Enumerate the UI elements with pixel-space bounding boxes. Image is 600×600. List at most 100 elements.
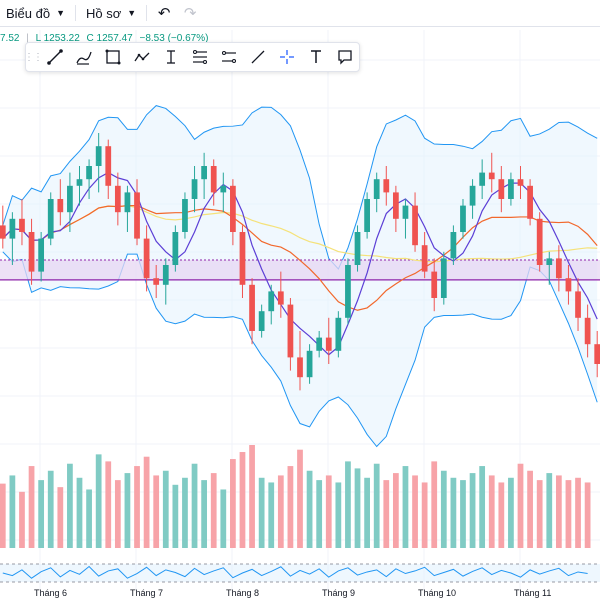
candle-body xyxy=(28,232,35,272)
volume-bar xyxy=(392,473,399,548)
chart-menu-button[interactable]: Biểu đồ ▼ xyxy=(0,2,71,24)
volume-bar xyxy=(249,445,255,548)
candle-body xyxy=(124,192,131,213)
text-cursor-icon[interactable] xyxy=(156,44,185,70)
candle-body xyxy=(76,179,83,186)
toolbar-divider xyxy=(75,5,77,21)
time-axis[interactable]: Tháng 6 Tháng 7 Tháng 8 Tháng 9 Tháng 10 Thán… xyxy=(0,588,600,600)
drawing-toolbar: ⋮⋮ xyxy=(24,42,360,72)
candle-body xyxy=(555,258,562,279)
profile-menu-label: Hồ sơ xyxy=(86,5,122,21)
volume-bar xyxy=(479,466,486,548)
candle-body xyxy=(57,199,64,213)
time-axis-label: Tháng 10 xyxy=(418,588,457,598)
volume-bar xyxy=(182,477,188,548)
volume-bar xyxy=(134,466,140,548)
candle-body xyxy=(297,357,303,378)
candle-body xyxy=(383,179,390,193)
volume-bar xyxy=(431,461,438,548)
candle-body xyxy=(191,179,198,199)
candle-body xyxy=(114,185,121,213)
candle-body xyxy=(0,225,6,239)
candle-body xyxy=(9,218,16,239)
ray-icon[interactable] xyxy=(243,44,272,70)
candle-body xyxy=(239,232,246,285)
candle-body xyxy=(325,337,332,351)
candle-body xyxy=(345,265,351,318)
volume-bar xyxy=(86,489,92,548)
parallel-channel-icon[interactable] xyxy=(214,44,243,70)
candle-body xyxy=(440,258,447,298)
time-axis-label: Tháng 9 xyxy=(322,588,356,598)
candle-body xyxy=(134,192,140,239)
volume-bar xyxy=(28,466,35,548)
candle-body xyxy=(258,311,265,331)
volume-bar xyxy=(258,477,265,548)
candle-body xyxy=(38,238,45,272)
candle-body xyxy=(153,278,160,285)
candle-body xyxy=(527,185,533,219)
candle-body xyxy=(517,179,524,186)
volume-bar xyxy=(325,475,332,548)
ohlc-legend: 7.52 | L 1253.22 C 1257.47 −8.53 (−0.67%… xyxy=(0,33,212,44)
toolbar-divider xyxy=(146,5,148,21)
text-icon[interactable] xyxy=(301,44,330,70)
volume-bar xyxy=(421,482,428,548)
candle-body xyxy=(67,185,73,213)
volume-bar xyxy=(0,483,6,548)
brush-icon[interactable] xyxy=(69,44,98,70)
candle-body xyxy=(172,232,179,265)
chevron-down-icon: ▼ xyxy=(127,8,137,18)
volume-bar xyxy=(76,477,83,548)
callout-icon[interactable] xyxy=(330,44,359,70)
volume-bar xyxy=(345,461,351,548)
volume-bar xyxy=(268,482,275,548)
volume-bar xyxy=(191,463,198,548)
candle-body xyxy=(460,205,466,232)
volume-bar xyxy=(373,463,380,548)
legend-close: C 1257.47 xyxy=(86,33,133,44)
volume-bar xyxy=(114,480,121,548)
trend-line-icon[interactable] xyxy=(40,44,69,70)
volume-bar xyxy=(508,477,514,548)
candle-body xyxy=(162,265,169,285)
volume-bar xyxy=(450,477,457,548)
profile-menu-button[interactable]: Hồ sơ ▼ xyxy=(80,2,142,24)
candle-body xyxy=(277,291,284,305)
volume-bar xyxy=(383,480,390,548)
drag-handle-icon[interactable]: ⋮⋮ xyxy=(24,51,43,63)
candle-body xyxy=(354,232,361,265)
volume-bar xyxy=(239,452,246,548)
candle-body xyxy=(143,238,150,279)
candle-body xyxy=(488,172,495,180)
candle-body xyxy=(105,146,112,186)
undo-icon[interactable]: ↶ xyxy=(157,5,171,22)
volume-bar xyxy=(354,468,361,548)
support-zone xyxy=(0,260,600,280)
volume-bar xyxy=(546,473,553,548)
volume-bar xyxy=(584,482,591,548)
time-axis-label: Tháng 6 xyxy=(34,588,68,598)
fib-retracement-icon[interactable] xyxy=(185,44,214,70)
candle-body xyxy=(373,179,380,199)
rectangle-icon[interactable] xyxy=(98,44,127,70)
path-icon[interactable] xyxy=(127,44,156,70)
volume-bar xyxy=(287,466,294,548)
candle-body xyxy=(287,304,294,358)
redo-icon: ↷ xyxy=(183,5,197,22)
volume-bar xyxy=(153,475,160,548)
top-toolbar: Biểu đồ ▼ Hồ sơ ▼ ↶ ↷ xyxy=(0,0,600,27)
candle-body xyxy=(565,278,572,292)
candle-body xyxy=(479,172,486,186)
crosshair-icon[interactable] xyxy=(272,44,301,70)
time-axis-label: Tháng 7 xyxy=(130,588,164,598)
candle-body xyxy=(536,218,543,265)
candle-body xyxy=(575,291,581,318)
volume-bar xyxy=(364,477,370,548)
candle-body xyxy=(364,199,370,232)
candle-body xyxy=(95,146,102,166)
volume-bar xyxy=(277,475,284,548)
bollinger-upper-line xyxy=(2,105,598,270)
candle-body xyxy=(421,245,428,272)
